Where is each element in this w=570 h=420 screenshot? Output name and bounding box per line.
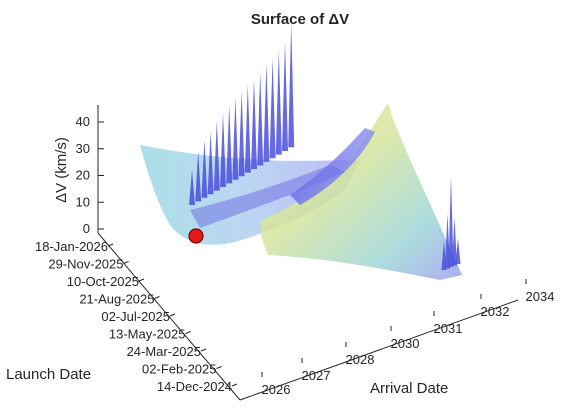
spike xyxy=(455,238,461,264)
spike xyxy=(269,58,276,159)
spike xyxy=(213,120,220,191)
y-tick-label: 10-Oct-2025 xyxy=(67,274,139,289)
y-tick-mark xyxy=(123,261,129,264)
surface-base-band xyxy=(190,165,345,228)
x-tick-label: 2030 xyxy=(391,336,420,351)
spike xyxy=(452,217,457,266)
x-tick-label: 2032 xyxy=(481,304,510,319)
spike xyxy=(189,170,195,205)
y-tick-mark xyxy=(216,366,222,369)
y-tick-mark xyxy=(138,278,145,282)
spike xyxy=(207,132,214,195)
x-axis: 2026 2027 2028 2030 2031 2032 2034 Arrival Dat… xyxy=(239,279,555,401)
spike xyxy=(220,113,226,187)
spike xyxy=(238,91,245,177)
x-tick-label: 2028 xyxy=(346,352,375,367)
spike xyxy=(263,63,270,162)
y-tick-mark xyxy=(169,313,176,317)
spike xyxy=(445,213,450,269)
spike xyxy=(448,175,454,267)
spike xyxy=(288,22,295,148)
x-tick-label: 2027 xyxy=(302,368,331,383)
y-tick-mark xyxy=(154,296,160,299)
y-tick-label: 02-Feb-2025 xyxy=(142,362,216,377)
y-tick-label: 14-Dec-2024 xyxy=(157,379,232,394)
spike-cluster-right xyxy=(441,175,461,270)
spike-cluster-left xyxy=(189,22,295,205)
y-axis: 14-Dec-2024 02-Feb-2025 24-Mar-2025 13-May-… xyxy=(6,232,241,401)
y-tick-label: 21-Aug-2025 xyxy=(79,292,154,307)
x-tick-label: 2034 xyxy=(526,289,555,304)
z-tick-label: 10 xyxy=(76,194,90,209)
y-tick-mark xyxy=(200,348,207,352)
spike xyxy=(232,97,239,180)
spike xyxy=(251,79,257,169)
x-tick-label: 2031 xyxy=(434,321,463,336)
surface-right-sheet xyxy=(260,103,462,280)
y-tick-label: 02-Jul-2025 xyxy=(101,309,170,324)
z-tick-label: 0 xyxy=(83,221,90,236)
z-tick-label: 20 xyxy=(76,168,90,183)
chart-title: Surface of ΔV xyxy=(251,11,349,28)
x-tick-label: 2026 xyxy=(262,382,291,397)
y-tick-mark xyxy=(185,331,191,334)
spike xyxy=(275,50,282,155)
y-tick-label: 29-Nov-2025 xyxy=(48,257,123,272)
z-axis: 0 10 20 30 40 ΔV (km/s) xyxy=(53,105,104,236)
y-tick-label: 13-May-2025 xyxy=(109,327,186,342)
spike xyxy=(257,72,264,166)
spike xyxy=(195,151,202,202)
z-axis-label: ΔV (km/s) xyxy=(53,137,70,203)
y-axis-label: Launch Date xyxy=(6,366,91,383)
spike xyxy=(244,84,251,173)
z-tick-label: 40 xyxy=(76,114,90,129)
y-tick-mark xyxy=(231,383,238,387)
y-tick-mark xyxy=(107,243,114,247)
spike xyxy=(441,240,447,270)
z-tick-label: 30 xyxy=(76,141,90,156)
spike xyxy=(226,105,233,184)
y-tick-label: 18-Jan-2026 xyxy=(35,239,108,254)
spike xyxy=(201,139,208,198)
minimum-marker xyxy=(188,228,204,244)
x-axis-label: Arrival Date xyxy=(370,380,448,397)
spike xyxy=(282,41,288,151)
y-tick-label: 24-Mar-2025 xyxy=(127,344,201,359)
